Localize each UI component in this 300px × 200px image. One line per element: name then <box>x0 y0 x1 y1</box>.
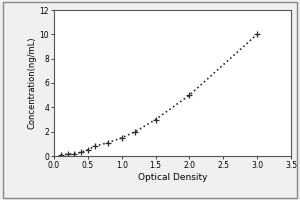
X-axis label: Optical Density: Optical Density <box>138 173 207 182</box>
Y-axis label: Concentration(ng/mL): Concentration(ng/mL) <box>28 37 37 129</box>
